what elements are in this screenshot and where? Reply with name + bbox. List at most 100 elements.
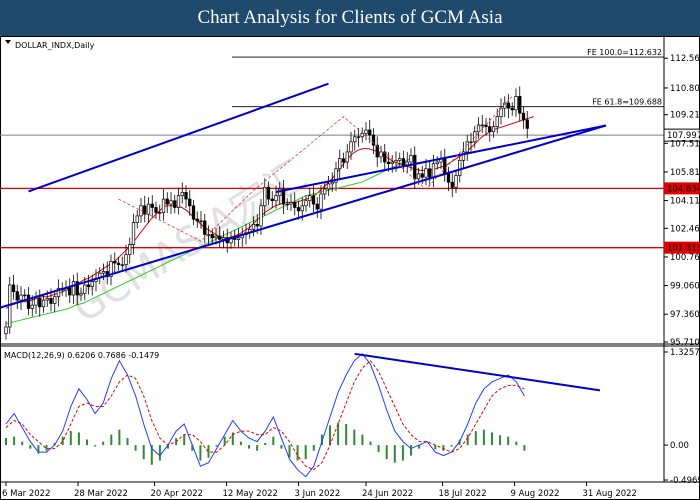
dropdown-triangle-icon [5, 40, 11, 44]
candle-up [390, 161, 394, 165]
candle-up [251, 223, 256, 230]
candle-up [330, 181, 334, 185]
candle-down [518, 96, 522, 114]
candle-down [154, 207, 158, 213]
candle-down [413, 154, 417, 180]
candle-up [334, 168, 338, 183]
candle-up [435, 161, 439, 165]
candle-down [450, 181, 454, 188]
macd-tick-label: 0.00 [670, 441, 689, 451]
candle-down [446, 173, 451, 183]
candle-up [101, 271, 106, 274]
symbol-label: DOLLAR_INDX,Daily [15, 41, 95, 50]
candle-up [236, 237, 241, 240]
candle-up [394, 159, 398, 163]
candle-up [319, 193, 323, 210]
candle-up [338, 158, 342, 170]
candle-up [465, 141, 469, 153]
candle-up [146, 203, 151, 215]
candle-up [473, 131, 477, 143]
macd-signal-line [5, 360, 525, 471]
candle-up [304, 200, 308, 207]
candle-up [56, 287, 61, 298]
candle-down [75, 281, 79, 296]
candle-up [259, 205, 263, 227]
price-tick-label: 109.210 [670, 111, 700, 121]
candle-down [296, 207, 301, 212]
candle-up [158, 212, 162, 214]
candle-down [510, 107, 514, 111]
price-tick-label: 110.800 [670, 84, 700, 94]
candle-up [161, 198, 166, 213]
trendline-lower-channel [0, 124, 607, 309]
candle-up [398, 158, 402, 161]
candle-down [266, 186, 271, 200]
candle-down [293, 202, 297, 208]
candle-up [308, 195, 312, 202]
candle-up [364, 129, 368, 134]
candle-down [26, 294, 31, 309]
candle-up [45, 298, 49, 301]
chart-canvas: GCMASIA宏汇 FE 100.0=112.632 FE 61.8=109.68… [0, 36, 700, 500]
candle-up [431, 163, 436, 178]
swing-line [118, 96, 513, 242]
candle-up [285, 203, 289, 206]
price-axis: 112.565 110.800 109.210 107.510 105.810 104.1… [664, 54, 700, 348]
level-price-badge [663, 128, 700, 142]
candle-up [345, 151, 349, 163]
candle-up [360, 133, 364, 138]
level-price-label: 104.834 [667, 184, 700, 194]
candle-down [210, 234, 214, 239]
candle-up [180, 191, 184, 197]
candle-up [476, 124, 481, 133]
price-tick-label: 107.510 [670, 139, 700, 149]
time-tick-label: 28 Mar 2022 [74, 489, 128, 499]
price-tick-label: 102.460 [670, 224, 700, 234]
candle-down [371, 134, 376, 146]
candle-up [416, 173, 421, 180]
candle-up [323, 188, 327, 195]
candle-down [315, 203, 319, 210]
level-price-label: 107.997 [667, 131, 700, 141]
candle-down [86, 284, 91, 287]
candle-up [300, 205, 304, 212]
time-tick-label: 31 Aug 2022 [583, 489, 637, 499]
candle-down [386, 161, 391, 165]
time-tick-label: 3 Jun 2022 [295, 489, 341, 499]
candle-up [349, 141, 353, 153]
candle-down [521, 112, 526, 121]
macd-panel: 1.3257 0.00 -0.4969 [5, 348, 700, 486]
candle-up [79, 292, 83, 296]
candle-down [420, 173, 424, 178]
trendline-lower-channel-upper-segment [275, 124, 607, 193]
price-tick-label: 100.760 [670, 253, 700, 263]
candle-down [311, 195, 316, 205]
candle-up [353, 136, 357, 143]
candle-up [124, 254, 128, 266]
candle-up [274, 195, 278, 202]
candle-down [281, 188, 286, 205]
price-tick-label: 99.060 [670, 282, 700, 292]
candle-up [30, 304, 34, 309]
time-tick-label: 20 Apr 2022 [151, 489, 204, 499]
candle-down [191, 205, 196, 220]
candle-up [424, 168, 428, 178]
time-tick-label: 6 Mar 2022 [2, 489, 50, 499]
candle-down [38, 298, 42, 308]
candle-up [120, 264, 124, 266]
candle-up [131, 222, 136, 245]
candle-up [109, 261, 113, 277]
candle-down [143, 205, 147, 215]
price-tick-label: 105.810 [670, 168, 700, 178]
candle-down [484, 124, 488, 128]
macd-label: MACD(12,26,9) 0.6206 0.7686 -0.1479 [4, 351, 159, 360]
candle-down [11, 284, 16, 293]
candle-up [19, 294, 23, 301]
price-tick-label: 95.710 [670, 338, 700, 348]
trendlines [0, 82, 607, 309]
candle-down [506, 102, 511, 109]
candle-down [218, 235, 222, 240]
time-axis: 6 Mar 2022 28 Mar 2022 20 Apr 2022 12 May 2… [2, 482, 637, 499]
candle-down [270, 198, 274, 202]
level-price-badge [664, 241, 700, 254]
